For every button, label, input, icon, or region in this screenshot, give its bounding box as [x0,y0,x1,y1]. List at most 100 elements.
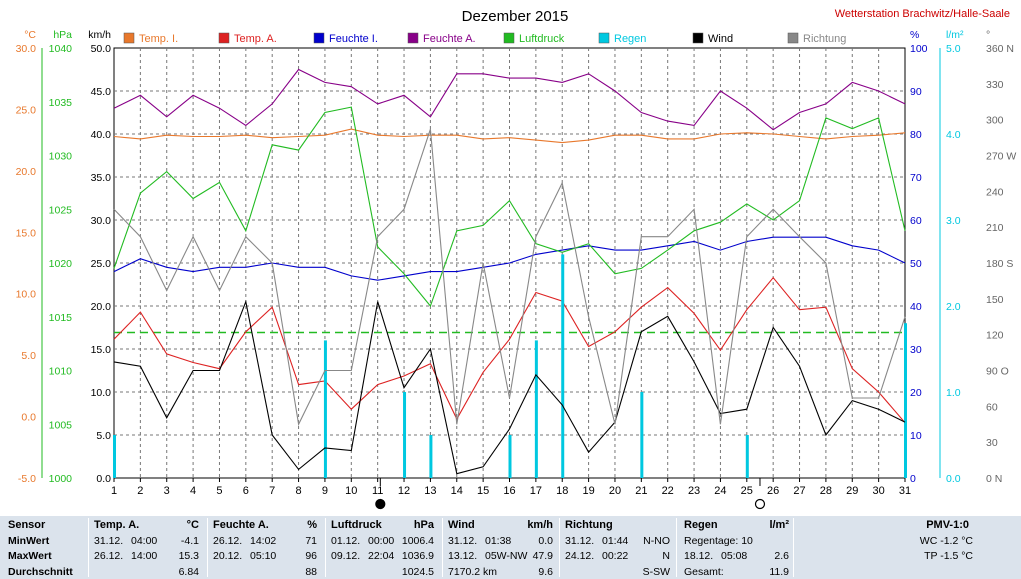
series-line-luftdruck [113,106,906,308]
stats-rain: Regen l/m² Regentage: 10 18.12. 05:08 2.… [677,516,793,579]
x-tick-label: 14 [451,485,463,497]
x-tick-label: 11 [372,485,383,497]
wind-title: Wind [448,519,475,531]
stats-pressure: Luftdruck hPa 01.12. 00:00 1006.4 09.12.… [326,516,442,579]
stats-wind: Wind km/h 31.12. 01:38 0.0 13.12. 05W-NW… [443,516,559,579]
x-tick-label: 26 [767,485,779,497]
x-tick-label: 22 [662,485,674,497]
wind-max-val: 47.9 [532,550,553,562]
wind-tick-label: 10.0 [91,387,112,399]
legend-swatch [692,32,704,44]
pressure-avg: 1024.5 [401,566,434,578]
rain-max-time: 05:08 [721,550,748,562]
humidity-min-date: 26.12. [213,535,243,547]
rain-tick-label: 2.0 [946,301,961,313]
pressure-unit: hPa [413,519,434,531]
rain-total: 11.9 [769,566,789,578]
direction-tick-label: 0 N [986,473,1002,485]
temp-tick-label: 0.0 [21,412,36,424]
humidity-tick-label: 40 [910,301,922,313]
humidity-tick-label: 0 [910,473,916,485]
series-line-feuchte-a [113,68,906,131]
x-tick-label: 12 [398,485,410,497]
humidity-min-time: 14:02 [250,535,277,547]
wind-min-date: 31.12. [448,535,478,547]
temp-tick-label: 15.0 [16,227,37,239]
humidity-min-val: 71 [305,535,317,547]
humidity-tick-label: 80 [910,129,922,141]
legend-label: Luftdruck [519,33,565,45]
direction-min-val: N-NO [643,535,670,547]
wind-tick-label: 45.0 [91,86,112,98]
axes-layer: 1 2 3 4 5 6 7 8 9 10 11 12 13 14 15 16 17 18 19 20 21 22 23 24 2… [16,29,1017,497]
wind-tick-label: 15.0 [91,344,112,356]
direction-tick-label: 330 [986,79,1004,91]
rain-unit: l/m² [769,519,789,531]
x-tick-label: 17 [530,485,542,497]
rain-tick-label: 4.0 [946,129,961,141]
x-tick-label: 4 [190,485,196,497]
x-tick-label: 24 [714,485,726,497]
wind-min-val: 0.0 [538,535,553,547]
series-line-richtung [113,129,906,427]
direction-title: Richtung [565,519,613,531]
humidity-avg: 88 [305,566,317,578]
x-tick-label: 3 [164,485,170,497]
wind-axis-unit: km/h [88,29,111,41]
pressure-min-val: 1006.4 [401,535,434,547]
weather-chart: Dezember 2015 Wetterstation Brachwitz/Ha… [16,8,1017,510]
wind-tick-label: 50.0 [91,43,112,55]
legend-label: Temp. A. [234,33,277,45]
legend-swatch [503,32,515,44]
x-tick-label: 18 [556,485,568,497]
direction-max-val: N [662,550,670,562]
label-avg: Durchschnitt [8,566,73,578]
x-tick-label: 25 [741,485,753,497]
rain-tick-label: 5.0 [946,43,961,55]
x-tick-label: 28 [820,485,832,497]
rain-bar [113,435,116,478]
stats-temp: Temp. A. °C 31.12. 04:00 -4.1 26.12. 14:… [89,516,207,579]
temp-avg: 6.84 [178,566,199,578]
temp-min-val: -4.1 [180,535,199,547]
full-moon-icon [754,498,766,510]
direction-axis-unit: ° [986,29,990,41]
chart-title: Dezember 2015 [462,8,569,25]
x-tick-label: 16 [503,485,515,497]
x-tick-label: 9 [322,485,328,497]
temp-min-time: 04:00 [131,535,158,547]
temp-max-val: 15.3 [178,550,199,562]
x-tick-label: 1 [111,485,117,497]
wind-tick-label: 30.0 [91,215,112,227]
pmv-tp: TP -1.5 °C [924,550,973,562]
wind-avg-distance: 7170.2 km [448,566,498,578]
stats-humidity: Feuchte A. % 26.12. 14:02 71 20.12. 05:1… [208,516,325,579]
x-tick-label: 6 [243,485,249,497]
temp-title: Temp. A. [94,519,140,531]
stats-pmv: PMV-1:0 WC -1.2 °C TP -1.5 °C [794,516,1021,579]
wind-min-time: 01:38 [485,535,512,547]
pressure-tick-label: 1035 [49,97,73,109]
rain-total-label: Gesamt: [684,566,724,578]
wind-unit: km/h [527,519,553,531]
wind-max-date: 13.12. [448,550,478,562]
x-tick-label: 7 [269,485,275,497]
direction-tick-label: 210 [986,222,1004,234]
temp-tick-label: 25.0 [16,104,37,116]
pressure-tick-label: 1010 [49,366,73,378]
direction-tick-label: 120 [986,330,1004,342]
series-line-temp-a [113,276,906,424]
wind-tick-label: 40.0 [91,129,112,141]
x-tick-label: 23 [688,485,700,497]
series-line-feuchte-i [113,236,906,281]
humidity-tick-label: 20 [910,387,922,399]
legend-label: Wind [708,33,733,45]
pressure-max-date: 09.12. [331,550,361,562]
x-tick-label: 5 [216,485,222,497]
x-tick-label: 15 [477,485,489,497]
pressure-axis-unit: hPa [53,29,72,41]
legend-swatch [218,32,230,44]
temp-tick-label: -5.0 [18,473,36,485]
direction-tick-label: 360 N [986,43,1014,55]
wind-tick-label: 0.0 [96,473,111,485]
